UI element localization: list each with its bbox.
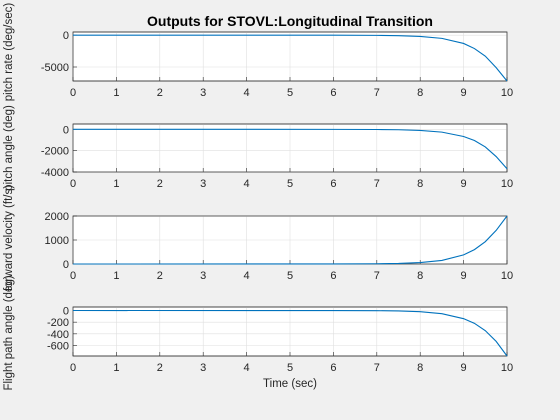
x-axis-label: Time (sec) [263, 378, 317, 390]
y-tick-label: 0 [63, 124, 69, 136]
subplot-3: 0 1 2 3 4 5 6 7 8 9 10 0 1000 2000 forward velocity (f… [3, 185, 513, 291]
x-tick-label: 4 [244, 178, 250, 190]
y-tick-label: -400 [47, 329, 69, 341]
x-tick-label: 0 [70, 87, 76, 99]
x-tick-label: 7 [374, 362, 380, 374]
x-tick-label: 8 [417, 362, 423, 374]
x-tick-label: 3 [200, 362, 206, 374]
x-tick-label: 9 [461, 178, 467, 190]
y-axis-label: forward velocity (ft/s) [3, 185, 15, 291]
series-line [72, 309, 508, 357]
x-tick-label: 2 [157, 178, 163, 190]
y-tick-label: -5000 [41, 62, 69, 74]
subplot-2: 0 1 2 3 4 5 6 7 8 9 10 0 -2000 -4000 pitch angle (deg) [3, 105, 513, 191]
x-tick-label: 3 [200, 178, 206, 190]
x-tick-label: 1 [113, 87, 119, 99]
x-tick-label: 10 [501, 178, 513, 190]
x-tick-label: 5 [287, 87, 293, 99]
x-tick-label: 9 [461, 87, 467, 99]
x-tick-label: 3 [200, 270, 206, 282]
x-tick-label: 0 [70, 178, 76, 190]
x-tick-label: 9 [461, 362, 467, 374]
y-axis-label: pitch angle (deg) [3, 105, 15, 191]
y-tick-label: 0 [63, 30, 69, 42]
x-tick-label: 6 [330, 87, 336, 99]
y-tick-label: -600 [47, 341, 69, 353]
x-tick-label: 10 [501, 87, 513, 99]
x-tick-label: 5 [287, 270, 293, 282]
x-tick-label: 4 [244, 87, 250, 99]
x-tick-label: 1 [113, 178, 119, 190]
x-tick-label: 9 [461, 270, 467, 282]
y-tick-label: 0 [63, 259, 69, 271]
x-tick-label: 8 [417, 178, 423, 190]
y-tick-label: 0 [63, 306, 69, 318]
x-tick-label: 4 [244, 270, 250, 282]
x-tick-label: 10 [501, 362, 513, 374]
x-tick-label: 8 [417, 270, 423, 282]
subplot-1: 0 1 2 3 4 5 6 7 8 9 10 0 -5000 pitch rate (deg/sec) [3, 3, 513, 102]
x-tick-label: 7 [374, 270, 380, 282]
x-tick-label: 5 [287, 362, 293, 374]
chart-title: Outputs for STOVL:Longitudinal Transitio… [147, 13, 433, 29]
series-line [72, 215, 508, 265]
x-tick-label: 6 [330, 270, 336, 282]
y-tick-label: 1000 [45, 235, 69, 247]
x-tick-label: 10 [501, 270, 513, 282]
x-tick-label: 4 [244, 362, 250, 374]
series-line [72, 128, 508, 170]
x-tick-label: 2 [157, 87, 163, 99]
y-tick-label: -200 [47, 317, 69, 329]
x-tick-label: 2 [157, 270, 163, 282]
y-axis-label: pitch rate (deg/sec) [3, 3, 15, 102]
y-tick-label: 2000 [45, 211, 69, 223]
series-line [72, 34, 508, 82]
x-tick-label: 0 [70, 362, 76, 374]
x-tick-label: 2 [157, 362, 163, 374]
axes-frame [72, 306, 508, 357]
x-tick-label: 7 [374, 178, 380, 190]
x-tick-label: 7 [374, 87, 380, 99]
y-tick-label: -2000 [41, 146, 69, 158]
x-tick-label: 0 [70, 270, 76, 282]
x-tick-label: 1 [113, 270, 119, 282]
axes-frame [72, 123, 508, 173]
x-tick-label: 3 [200, 87, 206, 99]
y-tick-label: -4000 [41, 167, 69, 179]
x-tick-label: 8 [417, 87, 423, 99]
x-tick-label: 6 [330, 178, 336, 190]
axes-frame [72, 31, 508, 82]
y-axis-label: Flight path angle (deg) [3, 275, 15, 390]
x-tick-label: 5 [287, 178, 293, 190]
x-tick-label: 1 [113, 362, 119, 374]
x-tick-label: 6 [330, 362, 336, 374]
